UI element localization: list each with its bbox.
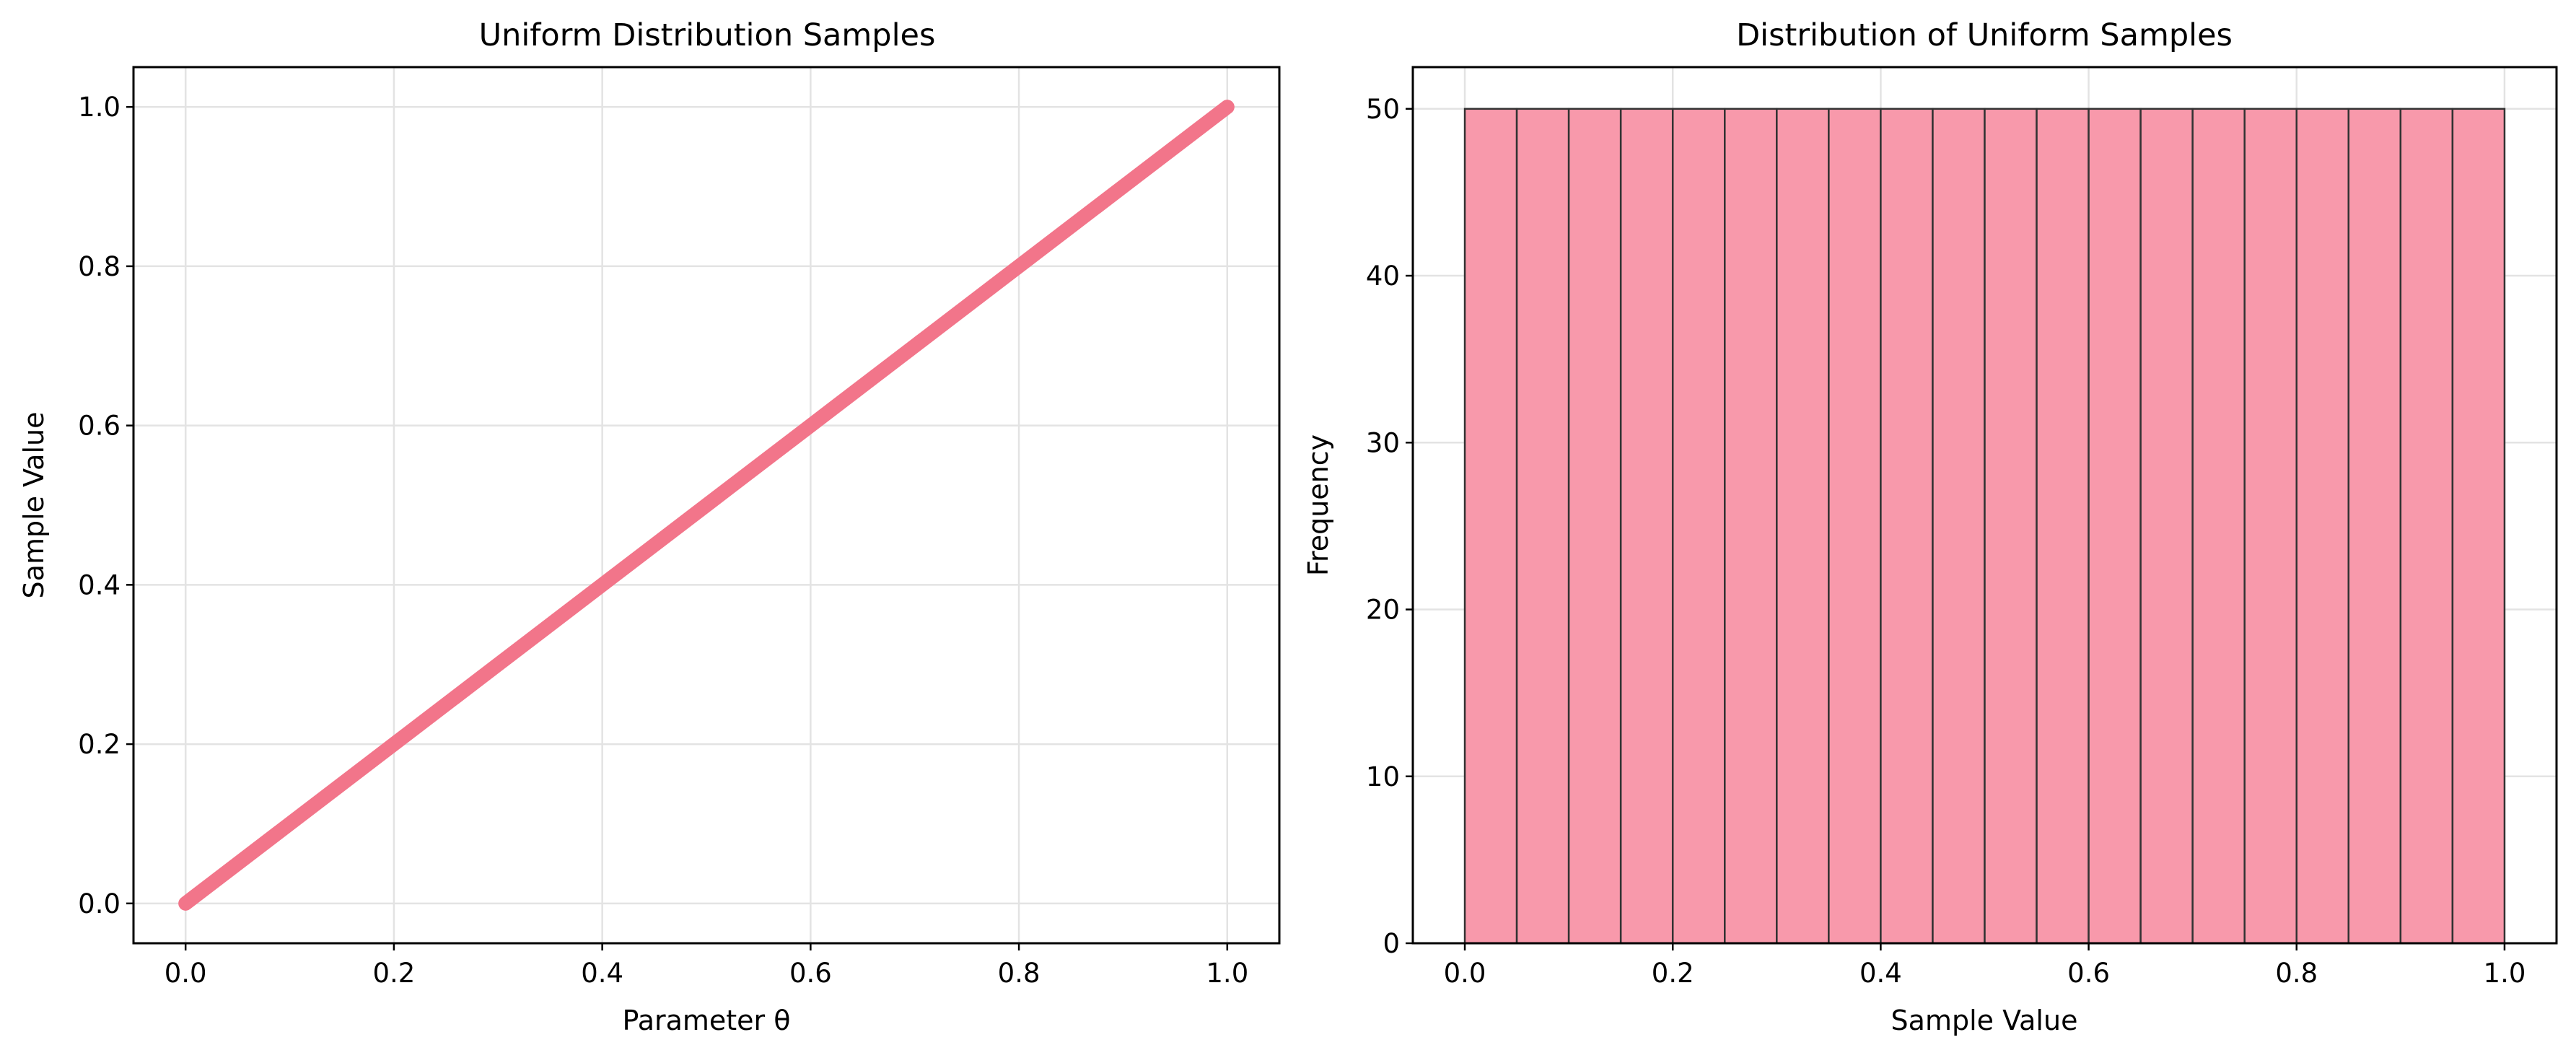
histogram-bar <box>1567 108 1622 945</box>
right-y-tick-label: 30 <box>1366 427 1400 458</box>
left-x-axis-label: Parameter θ <box>622 1005 790 1036</box>
left-y-tick-label: 1.0 <box>78 92 121 123</box>
left-y-tick-label: 0.6 <box>78 411 121 442</box>
right-x-tick-label: 0.4 <box>1859 958 1902 989</box>
left-chart-title: Uniform Distribution Samples <box>479 17 936 53</box>
right-x-tick-label: 0.8 <box>2275 958 2318 989</box>
histogram-bar <box>1724 108 1778 945</box>
right-y-tick-label: 40 <box>1366 261 1400 292</box>
histogram-bar <box>1463 108 1518 945</box>
left-line-series <box>178 100 1235 911</box>
right-x-tick-label: 0.0 <box>1444 958 1486 989</box>
right-y-tick-label: 20 <box>1366 595 1400 626</box>
left-x-tick-label: 0.0 <box>165 958 207 989</box>
histogram-bar <box>2451 108 2506 945</box>
left-x-tick-label: 1.0 <box>1206 958 1248 989</box>
right-x-tick-label: 0.2 <box>1652 958 1694 989</box>
left-y-axis-label: Sample Value <box>18 412 50 599</box>
histogram-bar <box>2036 108 2090 945</box>
right-x-tick-label: 1.0 <box>2484 958 2526 989</box>
histogram-bar <box>2087 108 2142 945</box>
left-x-tick-label: 0.8 <box>998 958 1041 989</box>
histogram-bar <box>1776 108 1830 945</box>
histogram-bar <box>2347 108 2402 945</box>
histogram-bar <box>2243 108 2298 945</box>
right-histogram-bars <box>1463 108 2506 945</box>
left-y-tick-label: 0.8 <box>78 251 121 282</box>
histogram-bar <box>1932 108 1986 945</box>
left-y-tick-label: 0.2 <box>78 729 121 760</box>
right-y-tick-label: 50 <box>1366 94 1400 125</box>
histogram-bar <box>2399 108 2454 945</box>
right-x-axis-label: Sample Value <box>1891 1005 2078 1036</box>
left-axes-frame <box>132 66 1281 945</box>
histogram-bar <box>1828 108 1882 945</box>
histogram-bar <box>2295 108 2350 945</box>
left-ticks: 0.0 0.2 0.4 0.6 0.8 1.0 0.0 0.2 0.4 0.6 0.8 1.0 <box>78 92 1248 989</box>
histogram-bar <box>1515 108 1570 945</box>
left-x-tick-label: 0.2 <box>372 958 415 989</box>
right-y-tick-label: 10 <box>1366 761 1400 792</box>
histogram-bar <box>2139 108 2194 945</box>
right-y-axis-label: Frequency <box>1302 434 1334 576</box>
left-y-tick-label: 0.4 <box>78 569 121 600</box>
histogram-bar <box>1671 108 1726 945</box>
right-panel-histogram: Distribution of Uniform Samples 0.0 0.2 0.… <box>1302 17 2558 1036</box>
left-y-tick-label: 0.0 <box>78 888 121 919</box>
left-x-tick-label: 0.6 <box>789 958 832 989</box>
histogram-bar <box>2191 108 2246 945</box>
right-ticks: 0.0 0.2 0.4 0.6 0.8 1.0 0 10 20 30 40 50 <box>1366 94 2525 989</box>
right-x-tick-label: 0.6 <box>2067 958 2110 989</box>
histogram-bar <box>1880 108 1934 945</box>
right-chart-title: Distribution of Uniform Samples <box>1736 17 2233 53</box>
histogram-bar <box>1984 108 2038 945</box>
left-grid <box>133 67 1279 943</box>
left-panel-uniform-samples: Uniform Distribution Samples 0.0 0.2 0.4 0.… <box>18 17 1281 1036</box>
histogram-bar <box>1619 108 1674 945</box>
right-axes-frame <box>1411 66 2558 945</box>
uniform-samples-line <box>178 100 1235 911</box>
right-y-tick-label: 0 <box>1383 928 1400 959</box>
left-x-tick-label: 0.4 <box>581 958 623 989</box>
